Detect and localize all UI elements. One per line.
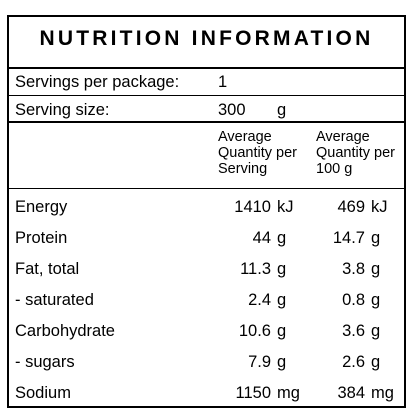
title-divider <box>9 67 404 69</box>
per-100g-unit: g <box>371 322 381 340</box>
column-header-per-serving-line: Quantity per <box>218 145 297 161</box>
column-header-per-100g-line: Average <box>316 129 370 145</box>
panel-title: NUTRITION INFORMATION <box>39 27 374 50</box>
per-serving-unit: mg <box>277 384 300 402</box>
serving-size-label: Serving size: <box>15 101 110 119</box>
per-100g-value: 0.8 <box>342 291 365 309</box>
serving-size-value: 300 <box>218 101 246 119</box>
column-header-per-serving: Average Quantity per Serving <box>218 129 297 177</box>
per-serving-value: 44 <box>252 229 271 247</box>
per-100g-value: 2.6 <box>342 353 365 371</box>
per-100g-unit: g <box>371 260 381 278</box>
servings-per-package-label: Servings per package: <box>15 73 180 91</box>
per-100g-unit: g <box>371 229 381 247</box>
per-100g-value: 3.6 <box>342 322 365 340</box>
per-100g-unit: g <box>371 291 381 309</box>
nutrient-name: Protein <box>15 229 68 247</box>
nutrient-name: Sodium <box>15 384 71 402</box>
nutrient-name: Fat, total <box>15 260 80 278</box>
per-serving-unit: g <box>277 229 287 247</box>
per-serving-unit: g <box>277 291 287 309</box>
column-header-per-serving-line: Average <box>218 129 272 145</box>
per-100g-value: 14.7 <box>332 229 365 247</box>
per-serving-unit: kJ <box>277 198 294 216</box>
per-serving-value: 10.6 <box>238 322 271 340</box>
column-header-per-100g-line: 100 g <box>316 161 353 177</box>
serving-size-divider <box>9 121 404 123</box>
column-header-per-100g: Average Quantity per 100 g <box>316 129 395 177</box>
per-serving-unit: g <box>277 260 287 278</box>
nutrition-panel: NUTRITION INFORMATION Servings per packa… <box>7 15 406 408</box>
servings-divider <box>9 95 404 96</box>
per-100g-value: 384 <box>337 384 365 402</box>
per-serving-unit: g <box>277 353 287 371</box>
nutrient-name: - sugars <box>15 353 75 371</box>
per-serving-value: 7.9 <box>248 353 271 371</box>
per-100g-unit: g <box>371 353 381 371</box>
header-divider <box>9 188 404 189</box>
column-header-per-100g-line: Quantity per <box>316 145 395 161</box>
servings-per-package-value: 1 <box>218 73 228 91</box>
column-header-per-serving-line: Serving <box>218 161 268 177</box>
nutrient-name: Carbohydrate <box>15 322 115 340</box>
per-serving-value: 11.3 <box>240 260 271 278</box>
per-100g-value: 3.8 <box>342 260 365 278</box>
serving-size-unit: g <box>277 101 287 119</box>
per-100g-value: 469 <box>337 198 365 216</box>
per-serving-unit: g <box>277 322 287 340</box>
per-serving-value: 1410 <box>234 198 271 216</box>
per-serving-value: 2.4 <box>248 291 271 309</box>
per-serving-value: 1150 <box>235 384 271 402</box>
nutrient-name: Energy <box>15 198 68 216</box>
per-100g-unit: kJ <box>371 198 388 216</box>
nutrient-name: - saturated <box>15 291 94 309</box>
per-100g-unit: mg <box>371 384 394 402</box>
